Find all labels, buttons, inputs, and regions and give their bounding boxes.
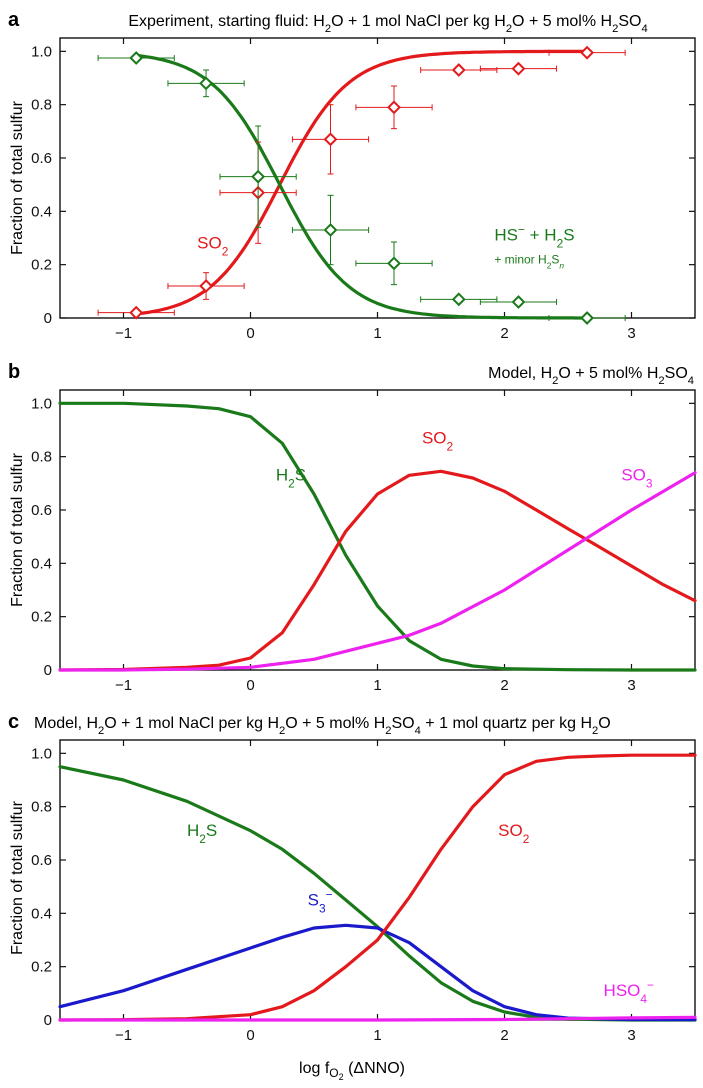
panel-a-ylabel: Fraction of total sulfur — [9, 100, 26, 255]
x-tick-label: −1 — [115, 1027, 132, 1044]
y-tick-label: 1.0 — [31, 395, 52, 412]
x-tick-label: 2 — [500, 1027, 508, 1044]
panel-a-title: Experiment, starting fluid: H2O + 1 mol … — [128, 13, 647, 35]
series-label: SO2 — [498, 821, 530, 846]
panel-b-ylabel: Fraction of total sulfur — [9, 452, 26, 607]
series-line-s3- — [58, 923, 697, 1022]
plot-frame — [59, 37, 696, 319]
y-tick-label: 0.4 — [31, 203, 52, 220]
panel-c: c Model, H2O + 1 mol NaCl per kg H2O + 5… — [8, 711, 697, 1044]
series-label: SO3 — [621, 466, 653, 491]
series-line-h2s — [58, 401, 697, 672]
series-label: + minor H2Sn — [494, 252, 564, 270]
x-tick-label: 3 — [627, 1027, 635, 1044]
x-tick-label: −1 — [115, 677, 132, 694]
y-tick-label: 0 — [44, 662, 52, 679]
data-point-red — [451, 63, 466, 77]
series-label: HS− + H2S — [494, 223, 574, 251]
data-point-red — [580, 45, 594, 60]
y-tick-label: 0.4 — [31, 905, 52, 922]
panel-c-plot: −1 0 1 2 3 0 0.2 0.4 0.6 0.8 1.0 H2S S3− SO2 HSO4− — [31, 739, 697, 1044]
panel-b: b Model, H2O + 5 mol% H2SO4 Fraction of … — [8, 361, 697, 694]
data-point-red — [511, 61, 526, 76]
data-point-green — [451, 292, 466, 307]
y-tick-label: 0.6 — [31, 852, 52, 869]
y-tick-label: 0.4 — [31, 555, 52, 572]
series-line-so2 — [58, 469, 697, 672]
series-label: S3− — [308, 887, 333, 915]
panel-a: a Experiment, starting fluid: H2O + 1 mo… — [8, 9, 696, 342]
y-tick-label: 0.8 — [31, 449, 52, 466]
y-tick-label: 1.0 — [31, 745, 52, 762]
panel-b-plot: −1 0 1 2 3 0 0.2 0.4 0.6 0.8 1.0 H2S SO2 SO3 — [31, 389, 697, 694]
series-line-so3 — [58, 471, 697, 672]
series-line-so2 — [134, 49, 589, 316]
x-tick-label: 0 — [246, 677, 254, 694]
plot-frame — [59, 739, 696, 1021]
panel-letter-a: a — [8, 9, 20, 31]
data-point-green — [511, 295, 526, 309]
x-tick-label: 1 — [373, 677, 381, 694]
series-label: H2S — [276, 466, 306, 491]
x-tick-label: −1 — [115, 325, 132, 342]
series-line-so2 — [58, 753, 697, 1022]
series-label: H2S — [187, 821, 217, 846]
y-tick-label: 0.2 — [31, 609, 52, 626]
x-tick-label: 2 — [500, 677, 508, 694]
panel-letter-b: b — [8, 361, 20, 383]
data-point-green — [251, 169, 266, 184]
series-label: HSO4− — [604, 978, 654, 1006]
data-point-red — [387, 100, 401, 115]
x-tick-label: 3 — [627, 325, 635, 342]
y-tick-label: 0 — [44, 310, 52, 327]
y-tick-label: 0.8 — [31, 97, 52, 114]
data-point-green — [387, 256, 401, 271]
data-point-red — [129, 305, 144, 320]
y-tick-label: 0.8 — [31, 799, 52, 816]
data-point-red — [199, 279, 213, 293]
y-tick-label: 0.2 — [31, 959, 52, 976]
panel-c-ylabel: Fraction of total sulfur — [9, 800, 26, 955]
series-line-h2s — [58, 765, 697, 1022]
panel-b-title: Model, H2O + 5 mol% H2SO4 — [488, 365, 694, 387]
series-label: SO2 — [422, 428, 454, 453]
data-point-green — [580, 311, 594, 325]
y-tick-label: 0.2 — [31, 257, 52, 274]
y-tick-label: 0.6 — [31, 150, 52, 167]
data-point-green — [323, 223, 338, 237]
series-line-hso4- — [58, 1015, 697, 1022]
series-label: SO2 — [197, 234, 229, 259]
x-axis-label: log fO2 (ΔNNO) — [299, 1060, 405, 1082]
data-point-green — [199, 76, 213, 91]
x-tick-label: 2 — [500, 325, 508, 342]
x-tick-label: 1 — [373, 1027, 381, 1044]
data-point-green — [129, 51, 144, 65]
data-point-red — [323, 132, 338, 147]
panel-a-plot: −1 0 1 2 3 0 0.2 0.4 0.6 0.8 1.0 SO2 HS− + H2S+ mino… — [31, 37, 696, 342]
x-tick-label: 0 — [246, 1027, 254, 1044]
x-tick-label: 3 — [627, 677, 635, 694]
y-tick-label: 0.6 — [31, 502, 52, 519]
y-tick-label: 0 — [44, 1012, 52, 1029]
panel-letter-c: c — [8, 711, 19, 733]
x-tick-label: 1 — [373, 325, 381, 342]
y-tick-label: 1.0 — [31, 43, 52, 60]
series-line-hs-h2s — [134, 53, 589, 320]
x-tick-label: 0 — [246, 325, 254, 342]
panel-c-title: Model, H2O + 1 mol NaCl per kg H2O + 5 m… — [34, 715, 611, 737]
